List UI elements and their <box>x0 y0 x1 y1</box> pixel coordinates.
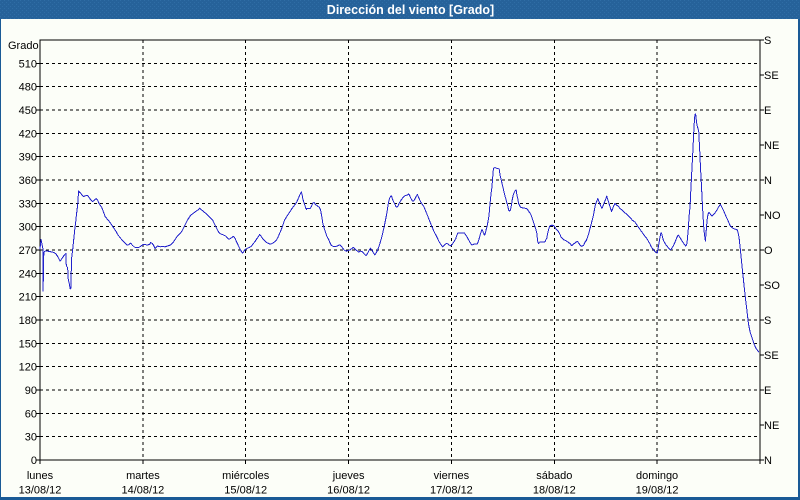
svg-text:S: S <box>764 35 771 47</box>
svg-text:90: 90 <box>25 385 37 397</box>
svg-text:420: 420 <box>19 128 37 140</box>
svg-text:60: 60 <box>25 408 37 420</box>
svg-text:SO: SO <box>764 280 780 292</box>
svg-text:N: N <box>764 455 772 467</box>
svg-text:30: 30 <box>25 432 37 444</box>
svg-text:450: 450 <box>19 105 37 117</box>
svg-text:sábado: sábado <box>536 470 572 482</box>
svg-text:270: 270 <box>19 245 37 257</box>
svg-text:330: 330 <box>19 198 37 210</box>
svg-text:E: E <box>764 105 771 117</box>
svg-text:13/08/12: 13/08/12 <box>19 485 62 497</box>
svg-text:180: 180 <box>19 315 37 327</box>
svg-text:martes: martes <box>126 470 160 482</box>
svg-text:510: 510 <box>19 58 37 70</box>
svg-text:E: E <box>764 385 771 397</box>
svg-text:Grado: Grado <box>8 40 39 52</box>
svg-text:miércoles: miércoles <box>222 470 270 482</box>
svg-text:390: 390 <box>19 152 37 164</box>
svg-text:18/08/12: 18/08/12 <box>533 485 576 497</box>
svg-text:NE: NE <box>764 420 779 432</box>
svg-text:Dirección del viento [Grado]: Dirección del viento [Grado] <box>327 3 494 17</box>
svg-text:150: 150 <box>19 338 37 350</box>
svg-text:300: 300 <box>19 222 37 234</box>
svg-text:jueves: jueves <box>332 470 365 482</box>
svg-text:19/08/12: 19/08/12 <box>636 485 679 497</box>
svg-text:viernes: viernes <box>434 470 470 482</box>
svg-text:domingo: domingo <box>636 470 678 482</box>
svg-text:SE: SE <box>764 350 779 362</box>
svg-text:NE: NE <box>764 140 779 152</box>
svg-text:240: 240 <box>19 268 37 280</box>
svg-text:120: 120 <box>19 362 37 374</box>
svg-text:O: O <box>764 245 773 257</box>
svg-text:N: N <box>764 175 772 187</box>
svg-text:SE: SE <box>764 70 779 82</box>
svg-text:210: 210 <box>19 292 37 304</box>
svg-text:NO: NO <box>764 210 781 222</box>
svg-text:15/08/12: 15/08/12 <box>224 485 267 497</box>
svg-text:16/08/12: 16/08/12 <box>327 485 370 497</box>
svg-text:S: S <box>764 315 771 327</box>
svg-text:360: 360 <box>19 175 37 187</box>
svg-text:lunes: lunes <box>27 470 54 482</box>
svg-text:14/08/12: 14/08/12 <box>121 485 164 497</box>
svg-text:0: 0 <box>31 455 37 467</box>
svg-text:480: 480 <box>19 82 37 94</box>
svg-text:17/08/12: 17/08/12 <box>430 485 473 497</box>
